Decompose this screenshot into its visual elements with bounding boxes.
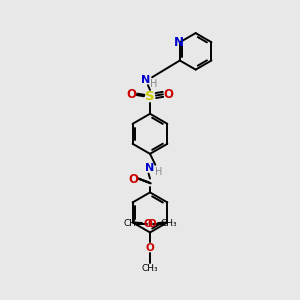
Text: O: O	[127, 88, 137, 101]
Text: O: O	[146, 243, 154, 253]
Text: O: O	[163, 88, 173, 101]
Text: O: O	[144, 219, 152, 229]
Text: O: O	[148, 219, 156, 229]
Text: CH₃: CH₃	[160, 219, 177, 228]
Text: CH₃: CH₃	[142, 264, 158, 273]
Text: N: N	[146, 163, 154, 173]
Text: O: O	[129, 173, 139, 186]
Text: S: S	[145, 90, 155, 103]
Text: H: H	[150, 79, 158, 89]
Text: N: N	[174, 36, 184, 49]
Text: CH₃: CH₃	[123, 219, 140, 228]
Text: H: H	[154, 167, 162, 177]
Text: N: N	[141, 75, 150, 85]
